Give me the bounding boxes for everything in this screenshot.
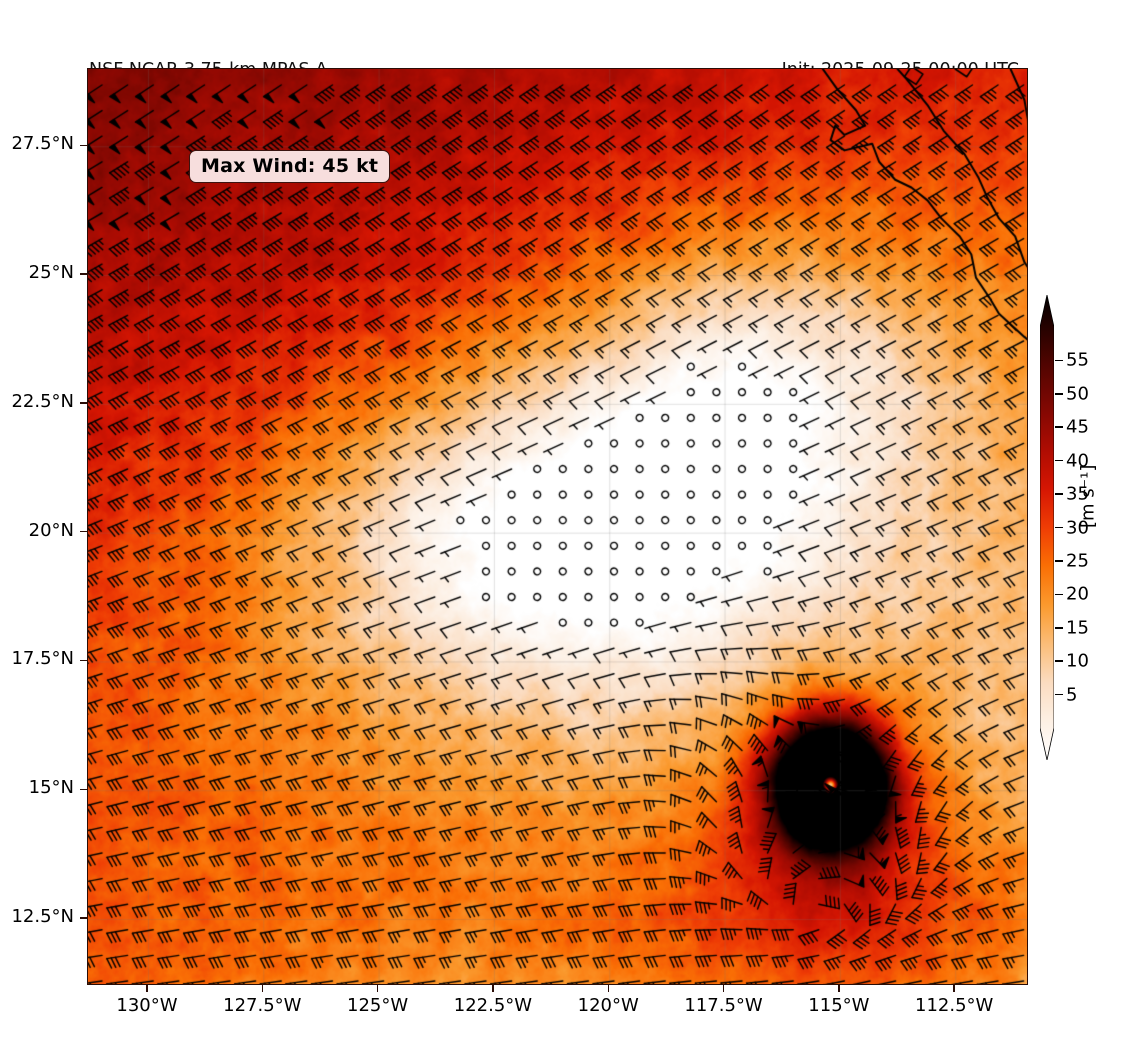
colorbar-tick: [1055, 693, 1063, 696]
colorbar-tick: [1055, 660, 1063, 662]
colorbar: [1040, 295, 1054, 760]
y-tick: [80, 788, 87, 790]
x-tick-label: 115°W: [808, 995, 870, 1016]
map-plot-area[interactable]: Max Wind: 45 kt: [87, 68, 1028, 985]
x-tick-label: 117.5°W: [684, 995, 763, 1016]
colorbar-tick-label: 35: [1066, 483, 1089, 505]
x-tick-label: 112.5°W: [915, 995, 994, 1016]
max-wind-badge: Max Wind: 45 kt: [189, 150, 391, 183]
y-tick: [80, 530, 87, 533]
colorbar-tick: [1055, 593, 1063, 596]
y-tick-label: 12.5°N: [11, 906, 74, 928]
colorbar-tick-label: 55: [1066, 349, 1089, 371]
x-tick: [722, 985, 725, 992]
colorbar-tick: [1055, 493, 1063, 495]
x-tick: [953, 985, 955, 992]
y-tick-label: 27.5°N: [11, 133, 74, 155]
x-tick: [607, 985, 609, 992]
y-tick: [80, 273, 87, 275]
x-tick: [146, 985, 148, 992]
colorbar-unit-label: [m s⁻¹]: [1077, 464, 1099, 528]
x-tick: [492, 985, 494, 992]
x-tick-label: 130°W: [116, 995, 178, 1016]
x-tick: [838, 985, 840, 992]
y-tick-label: 17.5°N: [11, 648, 74, 670]
x-tick-label: 127.5°W: [223, 995, 302, 1016]
colorbar-tick-label: 5: [1066, 684, 1078, 706]
colorbar-tick-label: 25: [1066, 550, 1089, 572]
colorbar-tick-label: 45: [1066, 416, 1089, 438]
y-tick-label: 20°N: [28, 519, 74, 541]
colorbar-tick: [1055, 626, 1063, 629]
y-tick-label: 15°N: [28, 777, 74, 799]
x-tick: [376, 985, 379, 992]
x-tick-label: 122.5°W: [453, 995, 533, 1016]
y-tick: [80, 659, 87, 662]
colorbar-tick-label: 50: [1066, 383, 1089, 405]
colorbar-tick: [1055, 359, 1063, 362]
y-tick: [80, 144, 87, 146]
colorbar-tick: [1055, 426, 1063, 429]
colorbar-tick-label: 15: [1066, 617, 1089, 639]
x-tick: [261, 985, 263, 992]
colorbar-tick-label: 10: [1066, 650, 1089, 672]
x-tick-label: 120°W: [577, 995, 639, 1016]
colorbar-tick: [1055, 526, 1063, 529]
y-tick: [80, 402, 87, 404]
y-tick-label: 25°N: [28, 262, 74, 284]
x-tick-label: 125°W: [347, 995, 409, 1016]
colorbar-tick-label: 30: [1066, 517, 1089, 538]
colorbar-tick: [1055, 459, 1063, 462]
colorbar-tick-label: 20: [1066, 583, 1089, 605]
shear-heatmap-with-wind-barbs: [88, 69, 1027, 984]
y-tick: [80, 917, 87, 919]
y-tick-label: 22.5°N: [11, 390, 74, 412]
colorbar-tick: [1055, 560, 1063, 562]
colorbar-tick-label: 40: [1066, 450, 1089, 472]
colorbar-tick: [1055, 393, 1063, 395]
